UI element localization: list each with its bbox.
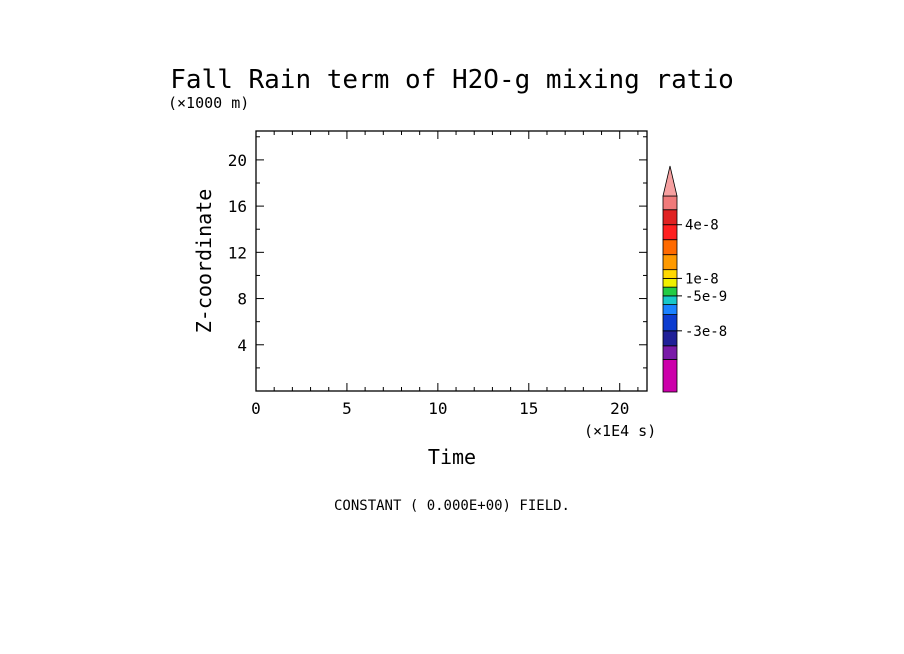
- colorbar-segment: [662, 304, 678, 315]
- colorbar-label: -3e-8: [685, 324, 727, 340]
- colorbar-segment: [662, 330, 678, 347]
- colorbar-segment: [662, 195, 678, 211]
- colorbar-segment: [662, 277, 678, 288]
- colorbar-extend-arrow: [662, 165, 678, 197]
- y-unit-label: (×1000 m): [168, 94, 249, 112]
- colorbar-segment: [662, 345, 678, 360]
- colorbar-segment: [662, 239, 678, 256]
- colorbar-segment: [662, 224, 678, 241]
- colorbar: 4e-8 1e-8 -5e-9 -3e-8: [662, 165, 727, 393]
- x-axis-label: Time: [428, 445, 476, 469]
- colorbar-label: -5e-9: [685, 289, 727, 305]
- x-axis-ticks: 0 5 10 15 20: [251, 131, 639, 418]
- plot-frame: [255, 130, 648, 392]
- y-axis-label: Z-coordinate: [192, 189, 216, 334]
- colorbar-segment: [662, 254, 678, 271]
- field-note: CONSTANT ( 0.000E+00) FIELD.: [334, 498, 570, 514]
- x-tick-label: 5: [342, 399, 352, 418]
- y-tick-label: 12: [228, 243, 247, 262]
- x-unit-label: (×1E4 s): [584, 422, 656, 440]
- colorbar-segment: [662, 286, 678, 297]
- y-tick-label: 20: [228, 151, 247, 170]
- y-tick-label: 8: [237, 290, 247, 309]
- y-axis-ticks: 4 8 12 16 20: [228, 136, 647, 369]
- colorbar-segment: [662, 295, 678, 306]
- chart-title: Fall Rain term of H2O-g mixing ratio: [170, 65, 734, 95]
- x-tick-label: 0: [251, 399, 261, 418]
- y-tick-label: 4: [237, 336, 247, 355]
- colorbar-segment: [662, 269, 678, 279]
- colorbar-segment: [662, 314, 678, 332]
- colorbar-segment: [662, 359, 678, 393]
- colorbar-segment: [662, 209, 678, 226]
- y-tick-label: 16: [228, 197, 247, 216]
- colorbar-label: 4e-8: [685, 218, 719, 234]
- x-tick-label: 15: [519, 399, 538, 418]
- colorbar-label: 1e-8: [685, 271, 719, 287]
- x-tick-label: 10: [428, 399, 447, 418]
- x-tick-label: 20: [610, 399, 629, 418]
